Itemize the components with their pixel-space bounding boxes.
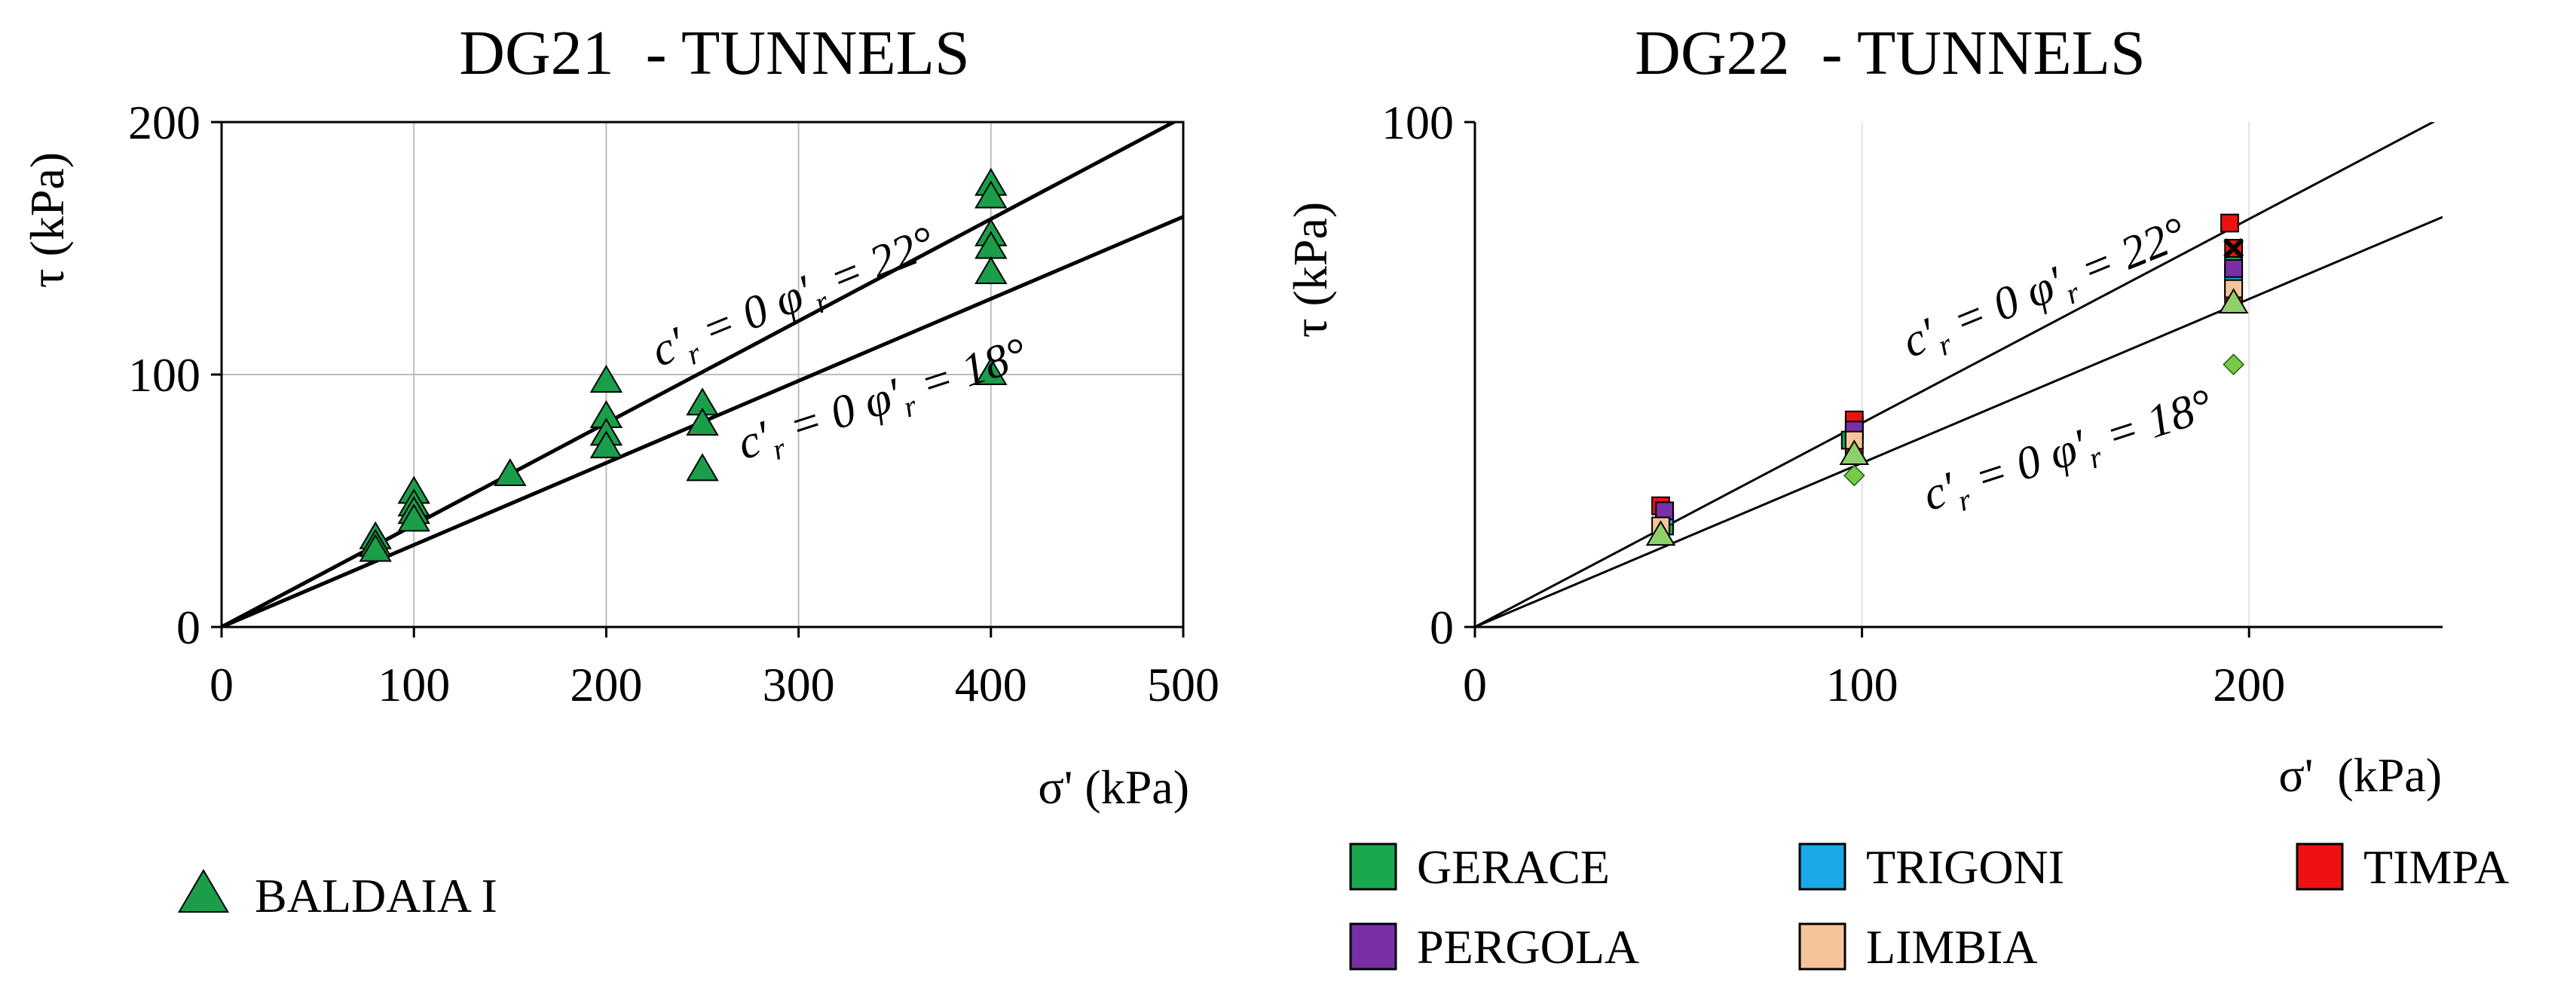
chart-dg21-y-ticks: 0 100 200 (128, 96, 222, 654)
chart-dg21-point-baldaia-i-19 (974, 256, 1008, 285)
chart-dg21-points (359, 167, 1008, 562)
chart-dg22-point-triangle-series-0 (1645, 520, 1676, 546)
svg-text:c′r = 0 φ′r = 18°: c′r = 0 φ′r = 18° (1917, 379, 2220, 528)
chart-dg21-y-tick-label-0: 0 (176, 601, 200, 654)
chart-dg21-legend: BALDAIA I (177, 869, 497, 922)
chart-dg22-line-label-22: c′r = 0 φ′r = 22° (1895, 207, 2196, 374)
chart-dg22-point-diamond-series-1 (2223, 353, 2245, 375)
chart-dg22-x-tick-label-1: 100 (1826, 658, 1898, 711)
chart-dg21-point-baldaia-i-20 (974, 357, 1008, 386)
chart-dg22-y-tick-label-0: 0 (1430, 601, 1454, 654)
svg-text:c′r = 0 φ′r = 22°: c′r = 0 φ′r = 22° (644, 216, 945, 383)
chart-dg22-x-tick-label-0: 0 (1463, 658, 1487, 711)
chart-dg21-x-tick-label-1: 100 (378, 658, 450, 711)
legend-marker-baldaia-i (177, 869, 230, 913)
chart-dg21-point-baldaia-i-14 (686, 453, 719, 482)
chart-dg22-y-tick-label-1: 100 (1381, 96, 1454, 149)
chart-dg21-point-baldaia-i-7 (494, 458, 527, 487)
chart-dg21-x-tick-label-0: 0 (210, 658, 234, 711)
chart-dg22-x-axis-label: σ' (kPa) (2278, 748, 2442, 802)
chart-dg21-y-tick-label-1: 100 (128, 348, 200, 402)
chart-dg22-point-triangle-series-2 (2218, 288, 2249, 313)
chart-dg21-x-tick-label-4: 400 (955, 658, 1027, 711)
chart-dg21-point-baldaia-i-16 (974, 180, 1008, 209)
chart-dg22-point-x-series-0 (2223, 237, 2244, 259)
legend-label-baldaia-i: BALDAIA I (255, 869, 497, 922)
chart-dg21-point-baldaia-i-6 (397, 503, 430, 532)
chart-dg22-title: DG22 - TUNNELS (1635, 18, 2145, 88)
chart-dg22-x-ticks: 0 100 200 (1463, 627, 2285, 711)
chart-dg21-x-ticks: 0 100 200 300 400 500 (210, 627, 1219, 711)
chart-dg21-title: DG21 - TUNNELS (459, 18, 969, 88)
legend-label-trigoni: TRIGONI (1866, 840, 2064, 894)
chart-dg22-y-ticks: 0 100 (1381, 96, 1475, 654)
legend-marker-trigoni (1798, 843, 1846, 891)
chart-dg22-point-timpa-3 (2220, 213, 2239, 233)
chart-dg22-x-tick-label-2: 200 (2213, 658, 2285, 711)
chart-dg22-point-triangle-series-1 (1839, 439, 1870, 465)
svg-text:c′r = 0 φ′r = 18°: c′r = 0 φ′r = 18° (731, 328, 1035, 476)
chart-dg22-point-pergola-2 (2224, 258, 2244, 278)
legend-label-gerace: GERACE (1417, 840, 1610, 894)
chart-dg21-point-baldaia-i-2 (359, 534, 392, 562)
chart-dg21-y-tick-label-2: 200 (128, 96, 200, 149)
chart-dg21-x-tick-label-3: 300 (763, 658, 835, 711)
chart-dg21-point-baldaia-i-11 (589, 430, 623, 459)
chart-dg21-x-tick-label-5: 500 (1147, 658, 1219, 711)
legend-label-limbia: LIMBIA (1866, 920, 2038, 974)
chart-dg22-envelope-line-18deg (1475, 216, 2443, 627)
svg-text:c′r = 0 φ′r = 22°: c′r = 0 φ′r = 22° (1895, 207, 2196, 374)
legend-marker-gerace (1349, 843, 1397, 891)
chart-dg22-y-axis-label: τ (kPa) (1283, 202, 1337, 338)
legend-marker-timpa (2296, 843, 2344, 891)
chart-dg21-x-tick-label-2: 200 (570, 658, 642, 711)
legend-label-timpa: TIMPA (2363, 840, 2509, 894)
chart-dg22-points (1645, 213, 2249, 546)
chart-dg22-grid (1861, 122, 2250, 627)
chart-dg21-line-label-22: c′r = 0 φ′r = 22° (644, 216, 945, 383)
chart-dg22-line-label-18: c′r = 0 φ′r = 18° (1917, 379, 2220, 528)
chart-dg22: DG22 - TUNNELS 0 100 200 0 100 σ' (kPa) τ (… (1283, 18, 2443, 802)
chart-dg21-point-baldaia-i-13 (686, 408, 719, 436)
chart-dg21-line-label-18: c′r = 0 φ′r = 18° (731, 328, 1035, 476)
chart-dg22-envelope-line-22deg (1475, 122, 2436, 627)
chart-dg21-y-axis-label: τ (kPa) (20, 152, 74, 288)
legend-marker-pergola (1349, 922, 1397, 971)
chart-dg22-legend: GERACE TRIGONI TIMPA PERGOLA LIMBIA (1349, 840, 2509, 974)
chart-dg21-point-baldaia-i-8 (589, 365, 623, 393)
chart-dg21: DG21 - TUNNELS 0 100 200 300 400 500 0100200 … (20, 18, 1219, 814)
chart-dg21-x-axis-label: σ' (kPa) (1038, 760, 1189, 814)
legend-label-pergola: PERGOLA (1417, 920, 1639, 974)
chart-dg22-envelopes (1475, 122, 2443, 627)
legend-marker-limbia (1798, 922, 1846, 971)
chart-dg22-point-diamond-series-0 (1843, 464, 1865, 487)
